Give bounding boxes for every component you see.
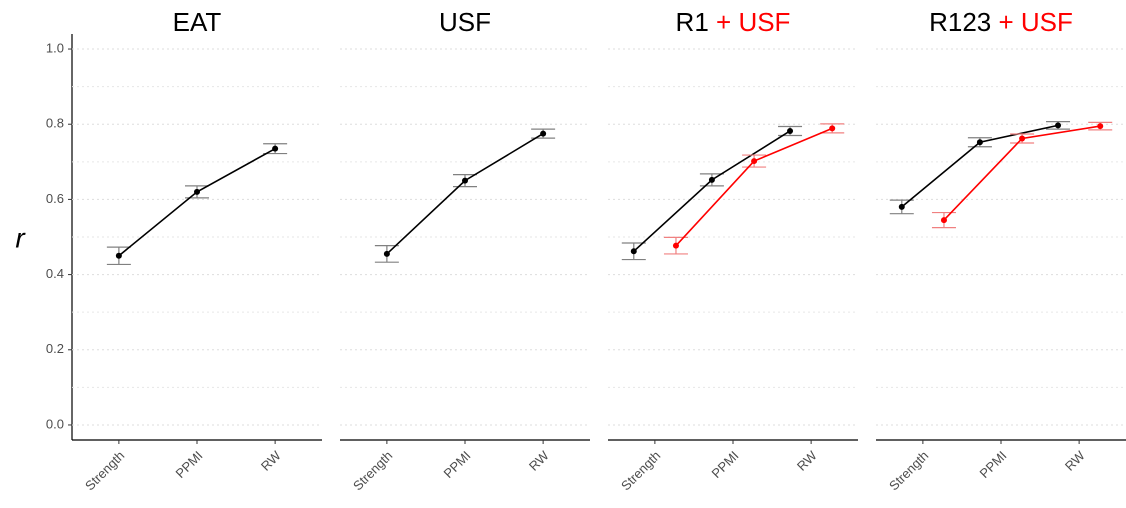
point [630, 248, 637, 255]
point [1055, 122, 1062, 129]
point [751, 158, 758, 165]
facet-title-main: R123 [929, 7, 991, 37]
point [940, 217, 947, 224]
facet-title: USF [439, 7, 491, 37]
y-tick-label: 0.8 [46, 116, 64, 131]
x-tick-label: RW [794, 447, 820, 473]
series-line [633, 130, 791, 252]
y-tick-label: 0.4 [46, 266, 64, 281]
x-tick-label: Strength [886, 448, 931, 493]
series-line [386, 132, 544, 255]
point [383, 250, 390, 257]
facet-title-suffix: + USF [716, 7, 790, 37]
x-tick-label: Strength [618, 448, 663, 493]
point [272, 145, 279, 152]
x-tick-label: Strength [82, 448, 127, 493]
point [115, 252, 122, 259]
series-line [675, 127, 833, 247]
point [898, 203, 905, 210]
facet-title: EAT [173, 7, 222, 37]
point [787, 127, 794, 134]
facet-title-main: EAT [173, 7, 222, 37]
x-tick-label: RW [258, 447, 284, 473]
x-tick-label: PPMI [172, 448, 205, 481]
y-tick-label: 0.6 [46, 191, 64, 206]
facet-title-main: USF [439, 7, 491, 37]
x-tick-label: PPMI [708, 448, 741, 481]
point [462, 177, 468, 184]
point [1097, 123, 1104, 130]
point [708, 176, 715, 183]
x-tick-label: Strength [350, 448, 395, 493]
series-line [118, 147, 276, 257]
facet-title-main: R1 [676, 7, 709, 37]
point [672, 242, 679, 249]
y-axis-label: r [15, 222, 26, 253]
facet-title: R1 + USF [676, 7, 791, 37]
point [1019, 135, 1026, 142]
x-tick-label: RW [1062, 447, 1088, 473]
x-tick-label: RW [526, 447, 552, 473]
x-tick-label: PPMI [976, 448, 1009, 481]
x-tick-label: PPMI [440, 448, 473, 481]
y-tick-label: 0.0 [46, 416, 64, 431]
y-tick-label: 1.0 [46, 40, 64, 55]
facet-title: R123 + USF [929, 7, 1073, 37]
point [194, 188, 200, 195]
facet-title-suffix: + USF [998, 7, 1072, 37]
point [540, 130, 547, 137]
y-tick-label: 0.2 [46, 341, 64, 356]
point [976, 139, 983, 146]
point [829, 125, 836, 132]
